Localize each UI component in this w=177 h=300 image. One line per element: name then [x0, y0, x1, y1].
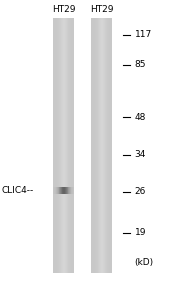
Bar: [65, 18, 66, 273]
Bar: [59, 18, 60, 273]
Bar: [73, 18, 74, 273]
Text: 117: 117: [135, 30, 152, 39]
Bar: [62, 187, 63, 194]
Bar: [104, 18, 105, 273]
Bar: [56, 18, 57, 273]
Text: 48: 48: [135, 112, 146, 122]
Bar: [59, 187, 60, 194]
Text: CLIC4--: CLIC4--: [2, 186, 34, 195]
Bar: [107, 18, 108, 273]
Bar: [105, 18, 106, 273]
Bar: [70, 187, 71, 194]
Bar: [64, 187, 65, 194]
Bar: [71, 18, 72, 273]
Bar: [102, 18, 103, 273]
Bar: [61, 18, 62, 273]
Bar: [93, 18, 94, 273]
Bar: [108, 18, 109, 273]
Bar: [96, 18, 97, 273]
Bar: [71, 187, 72, 194]
Bar: [101, 18, 102, 273]
Bar: [67, 18, 68, 273]
Text: (kD): (kD): [135, 258, 154, 267]
Bar: [66, 18, 67, 273]
Bar: [103, 18, 104, 273]
Bar: [62, 18, 63, 273]
Bar: [53, 187, 54, 194]
Text: HT29: HT29: [52, 4, 75, 14]
Bar: [69, 187, 70, 194]
Bar: [94, 18, 95, 273]
Bar: [100, 18, 101, 273]
Bar: [69, 18, 70, 273]
Bar: [61, 187, 62, 194]
Bar: [67, 187, 68, 194]
Bar: [55, 18, 56, 273]
Bar: [91, 18, 112, 273]
Bar: [56, 187, 57, 194]
Bar: [63, 18, 64, 273]
Bar: [64, 18, 65, 273]
Bar: [57, 187, 58, 194]
Bar: [63, 187, 64, 194]
Text: 85: 85: [135, 60, 146, 69]
Bar: [109, 18, 110, 273]
Bar: [60, 187, 61, 194]
Bar: [68, 18, 69, 273]
Bar: [54, 18, 55, 273]
Bar: [106, 18, 107, 273]
Text: 34: 34: [135, 150, 146, 159]
Text: HT29: HT29: [90, 4, 113, 14]
Bar: [73, 187, 74, 194]
Bar: [54, 187, 55, 194]
Bar: [66, 187, 67, 194]
Bar: [68, 187, 69, 194]
Text: 26: 26: [135, 188, 146, 196]
Bar: [65, 187, 66, 194]
Bar: [72, 187, 73, 194]
Text: 19: 19: [135, 228, 146, 237]
Bar: [91, 18, 92, 273]
Bar: [98, 18, 99, 273]
Bar: [110, 18, 111, 273]
Bar: [97, 18, 98, 273]
Bar: [70, 18, 71, 273]
Bar: [55, 187, 56, 194]
Bar: [111, 18, 112, 273]
Bar: [72, 18, 73, 273]
Bar: [58, 18, 59, 273]
Bar: [53, 18, 54, 273]
Bar: [53, 18, 74, 273]
Bar: [95, 18, 96, 273]
Bar: [60, 18, 61, 273]
Bar: [58, 187, 59, 194]
Bar: [99, 18, 100, 273]
Bar: [92, 18, 93, 273]
Bar: [57, 18, 58, 273]
